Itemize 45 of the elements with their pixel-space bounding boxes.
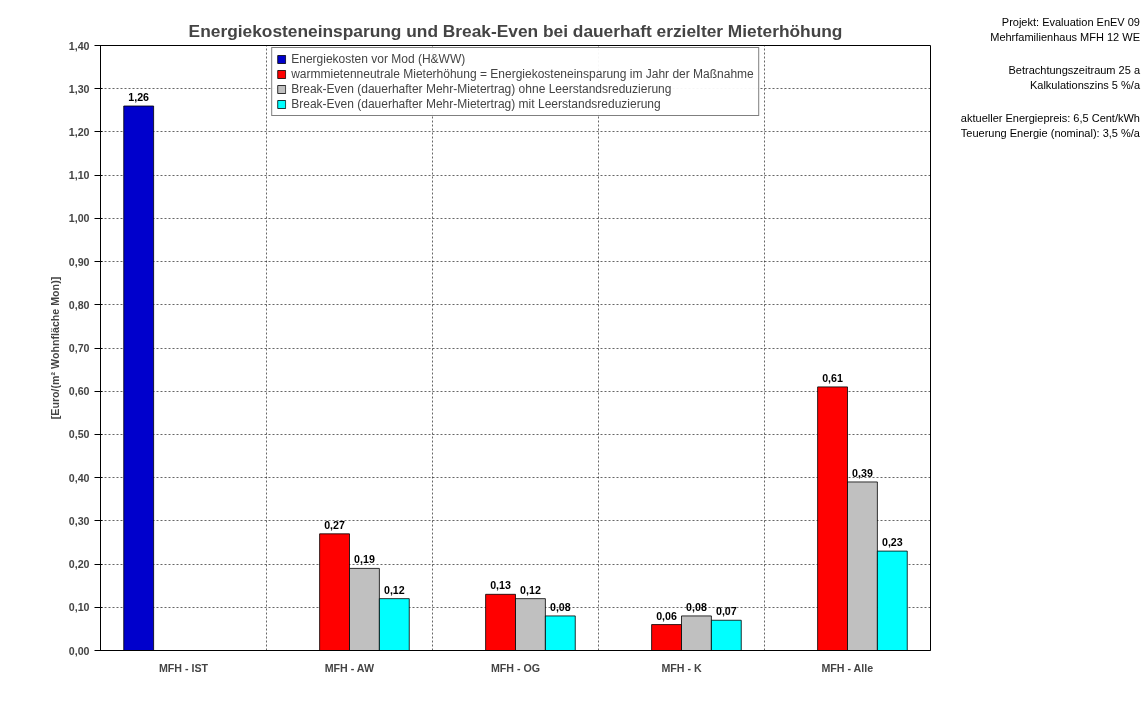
x-tick-label: MFH - Alle <box>821 661 874 674</box>
legend-label: warmmietenneutrale Mieterhöhung = Energiekosteneinsparung im Jahr der Maßnahme <box>291 67 754 81</box>
y-tick-label: 0,50 <box>68 428 90 441</box>
y-tick-label: 0,20 <box>68 558 90 571</box>
y-tick-label: 0,60 <box>68 385 90 398</box>
annotation: Betrachtungszeitraum 25 a <box>1007 63 1140 78</box>
data-label: 0,08 <box>686 600 707 613</box>
data-label: 0,06 <box>656 609 677 622</box>
y-tick-label: 0,70 <box>68 342 90 354</box>
data-label: 0,27 <box>324 518 345 531</box>
x-tick-label: MFH - IST <box>158 661 209 674</box>
y-tick-label: 0,40 <box>68 471 90 484</box>
data-label: 1,26 <box>128 91 150 103</box>
x-tick-label: MFH - OG <box>490 661 541 674</box>
data-label: 0,13 <box>490 579 511 592</box>
annotation: Kalkulationszins 5 %/a <box>1028 78 1140 93</box>
y-tick-label: 1,00 <box>68 212 90 225</box>
y-tick-label: 1,20 <box>68 125 90 138</box>
y-tick-label: 0,00 <box>68 644 90 657</box>
y-axis-title: [Euro/(m² Wohnfläche Mon)] <box>48 276 61 420</box>
data-label: 0,61 <box>822 371 843 384</box>
y-tick-label: 1,40 <box>68 39 90 52</box>
annotation: Projekt: Evaluation EnEV 09 <box>1000 15 1140 30</box>
data-label: 0,19 <box>354 553 375 566</box>
x-tick-label: MFH - AW <box>324 661 375 674</box>
data-label: 0,23 <box>881 536 903 549</box>
annotation: Teuerung Energie (nominal): 3,5 %/a <box>960 126 1140 141</box>
y-tick-label: 0,80 <box>68 298 90 311</box>
legend-label: Break-Even (dauerhafter Mehr-Mietertrag) mit Leerstandsreduzierung <box>291 97 661 111</box>
legend-label: Break-Even (dauerhafter Mehr-Mietertrag) ohne Leerstandsreduzierung <box>291 82 672 96</box>
annotation: Mehrfamilienhaus MFH 12 WE <box>989 30 1140 45</box>
data-label: 0,12 <box>520 583 541 596</box>
data-label: 0,12 <box>383 583 405 596</box>
y-tick-label: 0,90 <box>68 255 90 268</box>
y-tick-label: 0,30 <box>68 514 90 527</box>
legend-label: Energiekosten vor Mod (H&WW) <box>291 52 466 66</box>
data-label: 0,08 <box>549 600 571 613</box>
y-tick-label: 1,30 <box>68 82 90 95</box>
x-tick-label: MFH - K <box>661 661 702 674</box>
y-tick-label: 0,10 <box>68 601 90 614</box>
chart-title: Energiekosteneinsparung und Break-Even bei dauerhaft erzielter Mieterhöhung <box>188 20 843 41</box>
annotation: aktueller Energiepreis: 6,5 Cent/kWh <box>960 111 1140 126</box>
data-label: 0,07 <box>715 605 737 618</box>
data-label: 0,39 <box>852 466 873 479</box>
y-tick-label: 1,10 <box>68 169 90 182</box>
